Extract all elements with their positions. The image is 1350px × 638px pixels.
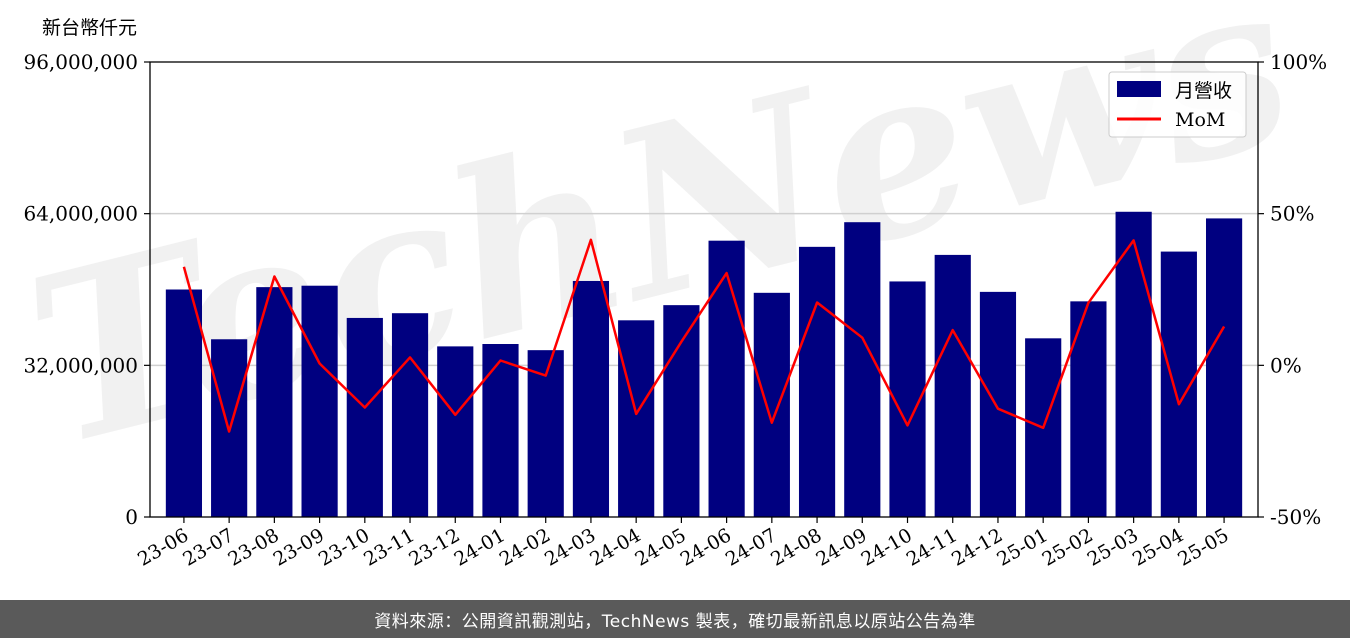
x-tick-label: 25-04 bbox=[1129, 524, 1187, 570]
bar-25-05 bbox=[1205, 218, 1243, 517]
x-tick-label: 24-03 bbox=[541, 524, 599, 570]
y-axis-label: 新台幣仟元 bbox=[42, 17, 137, 39]
x-tick-label: 24-06 bbox=[677, 524, 735, 570]
x-tick-label: 25-02 bbox=[1038, 524, 1096, 570]
source-footer: 資料來源：公開資訊觀測站，TechNews 製表，確切最新訊息以原站公告為準 bbox=[0, 600, 1350, 638]
bar-25-02 bbox=[1070, 301, 1107, 517]
x-tick-label: 24-09 bbox=[812, 524, 870, 570]
y-tick-label: 0 bbox=[125, 505, 138, 529]
x-tick-label: 24-01 bbox=[451, 524, 509, 570]
x-tick-label: 25-05 bbox=[1174, 524, 1232, 570]
x-tick-label: 23-11 bbox=[360, 524, 418, 570]
bar-23-10 bbox=[346, 317, 383, 517]
bar-24-02 bbox=[527, 350, 564, 517]
x-tick-label: 23-08 bbox=[224, 524, 282, 570]
chart-svg: TechNews 032,000,00064,000,00096,000,000… bbox=[6, 0, 1327, 571]
x-tick-label: 25-03 bbox=[1084, 524, 1142, 570]
y2-tick-label: 50% bbox=[1270, 202, 1314, 226]
x-tick-label: 23-07 bbox=[179, 524, 237, 570]
mom-line bbox=[182, 238, 1226, 433]
x-tick-label: 23-06 bbox=[134, 524, 192, 570]
bar-24-06 bbox=[708, 240, 745, 517]
bar-24-12 bbox=[979, 291, 1017, 517]
x-tick-label: 24-10 bbox=[858, 524, 916, 570]
x-tick-label: 24-08 bbox=[767, 524, 825, 570]
bars bbox=[165, 211, 1243, 518]
x-tick-label: 24-04 bbox=[586, 524, 644, 570]
bar-24-07 bbox=[753, 292, 790, 517]
x-tick-label: 23-09 bbox=[270, 524, 328, 570]
legend-label-revenue: 月營收 bbox=[1175, 80, 1232, 102]
x-tick-label: 24-11 bbox=[903, 524, 961, 570]
legend-swatch-bar bbox=[1117, 81, 1161, 97]
mom-line-path bbox=[182, 238, 1226, 433]
bar-25-03 bbox=[1115, 211, 1152, 518]
y2-tick-label: 0% bbox=[1270, 353, 1302, 377]
bar-24-05 bbox=[663, 305, 700, 517]
y2-tick-label: -50% bbox=[1270, 505, 1321, 529]
bar-24-11 bbox=[934, 254, 971, 517]
bar-24-09 bbox=[844, 222, 881, 517]
y-tick-label: 32,000,000 bbox=[23, 353, 138, 377]
bar-23-12 bbox=[437, 346, 474, 517]
y-tick-label: 64,000,000 bbox=[23, 202, 138, 226]
bar-24-03 bbox=[572, 280, 610, 517]
legend-label-mom: MoM bbox=[1175, 109, 1225, 131]
x-tick-label: 24-02 bbox=[496, 524, 554, 570]
x-tick-label: 25-01 bbox=[993, 524, 1051, 570]
legend: 月營收 MoM bbox=[1108, 71, 1247, 138]
bar-24-01 bbox=[482, 344, 519, 517]
y-tick-label: 96,000,000 bbox=[23, 50, 138, 74]
x-tick-label: 23-12 bbox=[405, 524, 463, 570]
x-tick-label: 24-12 bbox=[948, 524, 1006, 570]
bar-23-08 bbox=[256, 287, 293, 517]
x-tick-label: 24-05 bbox=[631, 524, 689, 570]
x-tick-label: 24-07 bbox=[722, 524, 780, 570]
x-tick-label: 23-10 bbox=[315, 524, 373, 570]
plot-frame bbox=[149, 61, 1259, 518]
y2-tick-label: 100% bbox=[1270, 50, 1327, 74]
chart: TechNews 0 32,000,000 64,000,000 96,000,000… bbox=[6, 0, 1327, 571]
bar-23-06 bbox=[165, 289, 203, 517]
bar-23-11 bbox=[391, 313, 429, 517]
bar-24-04 bbox=[618, 320, 655, 517]
bar-23-09 bbox=[301, 285, 338, 517]
bar-24-08 bbox=[798, 246, 836, 517]
